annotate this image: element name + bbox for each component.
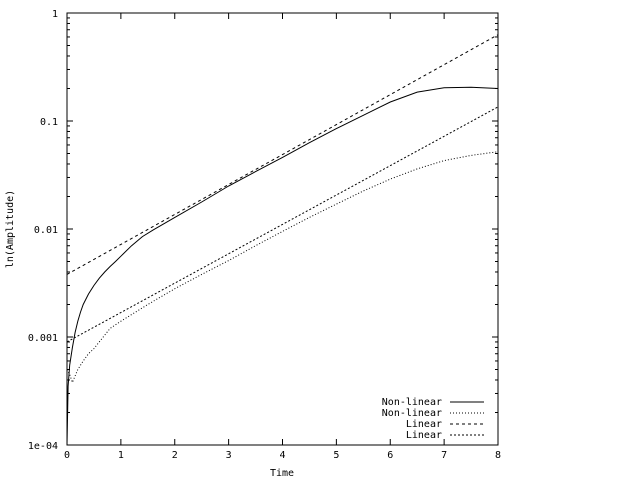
x-axis-label: Time	[270, 468, 294, 479]
y-tick-label: 0.1	[40, 117, 58, 128]
x-tick-label: 5	[333, 450, 339, 461]
x-tick-label: 3	[226, 450, 232, 461]
x-tick-label: 8	[495, 450, 501, 461]
x-tick-label: 2	[172, 450, 178, 461]
y-tick-label: 1e-04	[28, 441, 58, 452]
x-tick-label: 1	[118, 450, 124, 461]
x-axis: 0 1 2 3 4 5 6 7 8	[64, 13, 501, 461]
x-tick-label: 6	[387, 450, 393, 461]
series-line-4	[66, 106, 499, 343]
y-axis: 1e-04 0.001 0.01 0.1 1	[28, 9, 498, 452]
y-axis-label: ln(Amplitude)	[5, 190, 16, 268]
series-line-3	[66, 34, 499, 275]
legend-label: Linear	[406, 419, 442, 430]
x-tick-label: 4	[279, 450, 285, 461]
x-tick-label: 0	[64, 450, 70, 461]
legend-label: Non-linear	[382, 408, 442, 419]
y-tick-label: 1	[52, 9, 58, 20]
series-layer	[66, 34, 499, 446]
plot-frame	[66, 12, 499, 446]
legend-label: Non-linear	[382, 397, 442, 408]
series-line-2	[66, 151, 499, 384]
y-tick-label: 0.01	[34, 225, 58, 236]
x-tick-label: 7	[441, 450, 447, 461]
series-line-1	[66, 86, 499, 446]
legend-label: Linear	[406, 430, 442, 441]
y-tick-label: 0.001	[28, 333, 58, 344]
